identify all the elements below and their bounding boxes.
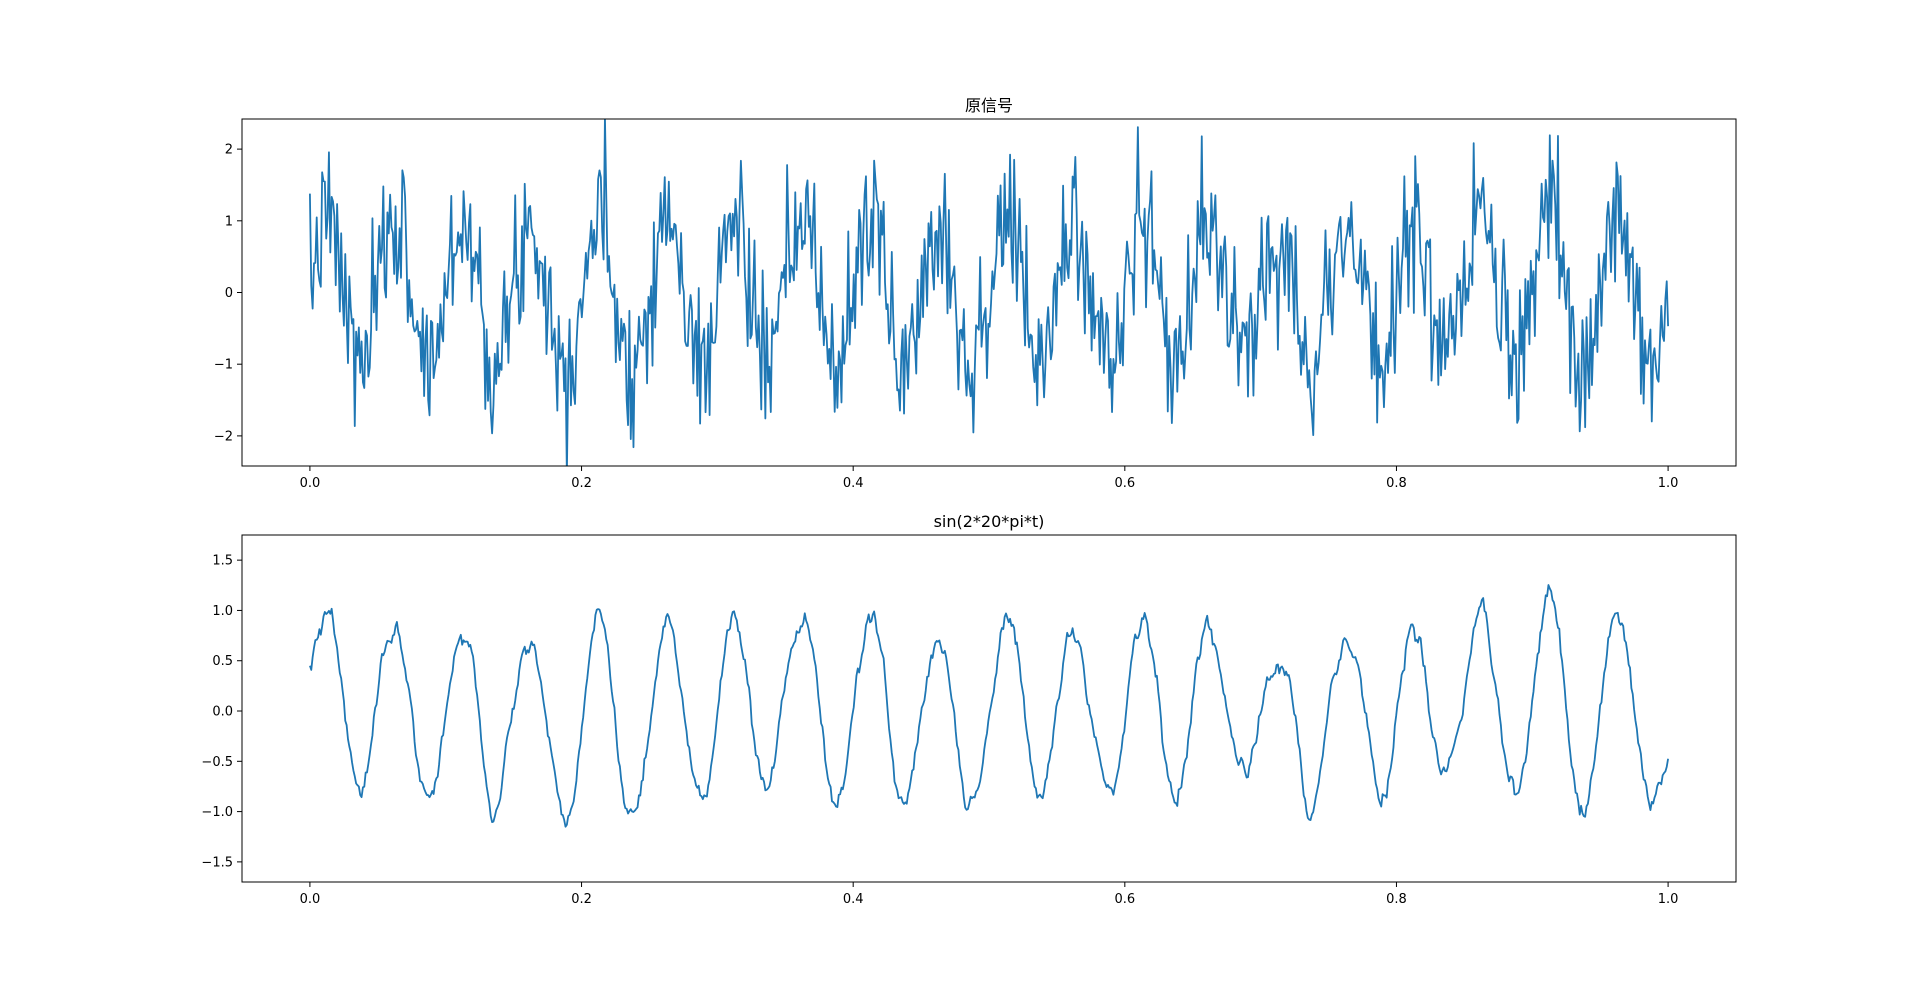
y-tick-label: −0.5 [201, 755, 233, 770]
x-tick-label: 0.2 [571, 476, 592, 491]
chart-title: sin(2*20*pi*t) [934, 512, 1045, 531]
x-tick-label: 0.6 [1114, 476, 1135, 491]
y-tick-label: 0.5 [212, 654, 233, 669]
axis-ticks: 0.0 0.2 0.4 0.6 0.8 1.0 2 1 0 −1 −2 [214, 143, 1679, 491]
y-tick-label: −2 [214, 429, 233, 444]
x-tick-label: 1.0 [1658, 476, 1679, 491]
axis-ticks: 0.0 0.2 0.4 0.6 0.8 1.0 1.5 1.0 0.5 0.0 −0.5 −1.0 −1… [201, 554, 1678, 907]
x-tick-label: 0.0 [300, 892, 321, 907]
x-tick-label: 0.0 [300, 476, 321, 491]
y-tick-label: 1.5 [212, 554, 233, 569]
x-tick-label: 0.8 [1386, 892, 1407, 907]
plot-area [309, 119, 1669, 466]
x-tick-label: 0.4 [843, 476, 864, 491]
y-tick-label: 2 [225, 143, 233, 158]
x-tick-label: 1.0 [1658, 892, 1679, 907]
subplot-original-signal: 原信号 0.0 0.2 0.4 0.6 0.8 1.0 2 1 0 −1 −2 [214, 96, 1737, 491]
y-tick-label: 0 [225, 286, 233, 301]
x-tick-label: 0.2 [571, 892, 592, 907]
series-line [309, 584, 1669, 828]
x-tick-label: 0.6 [1114, 892, 1135, 907]
x-tick-label: 0.4 [843, 892, 864, 907]
y-tick-label: −1.0 [201, 805, 233, 820]
y-tick-label: −1.5 [201, 855, 233, 870]
axes-frame [241, 534, 1737, 883]
y-tick-label: 0.0 [212, 705, 233, 720]
y-tick-label: −1 [214, 358, 233, 373]
y-tick-label: 1 [225, 214, 233, 229]
chart-title: 原信号 [965, 96, 1013, 115]
subplot-sine-signal: sin(2*20*pi*t) 0.0 0.2 0.4 0.6 0.8 1.01.51.00… [201, 512, 1737, 907]
y-tick-label: 1.0 [212, 604, 233, 619]
axes-frame [241, 118, 1737, 467]
plot-area [309, 584, 1669, 828]
series-line [309, 119, 1669, 466]
x-tick-label: 0.8 [1386, 476, 1407, 491]
